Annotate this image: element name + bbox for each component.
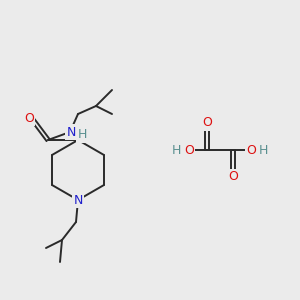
Text: H: H bbox=[77, 128, 87, 142]
Text: O: O bbox=[184, 143, 194, 157]
Text: O: O bbox=[202, 116, 212, 130]
Text: O: O bbox=[24, 112, 34, 124]
Text: H: H bbox=[258, 143, 268, 157]
Text: H: H bbox=[171, 143, 181, 157]
Text: O: O bbox=[246, 143, 256, 157]
Text: N: N bbox=[66, 125, 76, 139]
Text: N: N bbox=[73, 194, 83, 206]
Text: O: O bbox=[228, 170, 238, 184]
